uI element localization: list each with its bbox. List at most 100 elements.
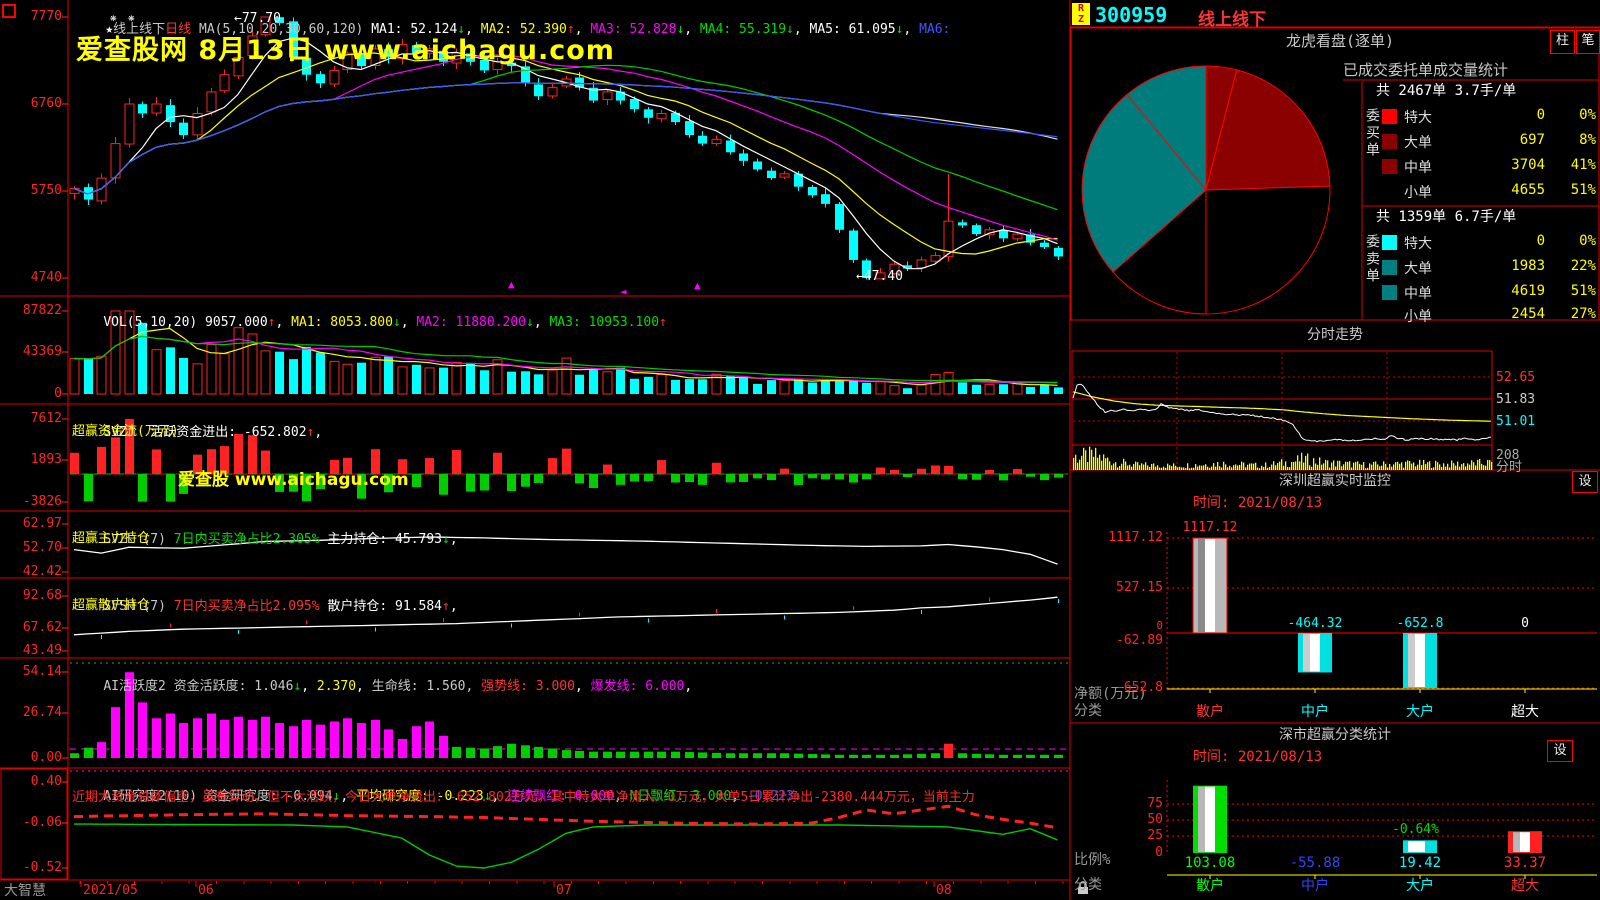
svzl-subtitle: 超赢主力持仓	[72, 531, 151, 546]
date-label: 06	[198, 883, 214, 898]
fs-axis-label: 分时	[1496, 460, 1523, 475]
event-marker-icon: ❋	[128, 11, 135, 24]
order-percent: 0%	[1579, 233, 1596, 249]
fl-unit-label: 比例%	[1074, 852, 1111, 868]
ai2-value: AI研究度2(10) 资金研究度: -0.094	[103, 789, 333, 804]
date-label: 08	[936, 883, 952, 898]
order-percent: 51%	[1570, 182, 1596, 198]
event-marker-icon: ❋	[110, 11, 117, 24]
fl-stats-title: 深市超赢分类统计	[1279, 727, 1391, 743]
date-label: 2021/05	[83, 883, 138, 898]
svsh-header: SVSH (7) 7日内买卖净占比2.095% 散户持仓: 91.584↑,	[72, 580, 457, 629]
ai1-lifeline: 生命线: 1.560,	[371, 679, 482, 694]
svzl-arrow-icon: ↓	[442, 532, 450, 547]
axis-label-svsh: 67.62	[22, 620, 62, 635]
sz-category: 超大	[1511, 704, 1539, 720]
order-size-swatch	[1382, 285, 1397, 300]
sz-settings-button[interactable]: 设	[1572, 471, 1598, 493]
badge-r: R	[1077, 3, 1085, 14]
axis-label-ai1: 54.14	[22, 664, 62, 679]
ma2-arrow-icon: ↑	[566, 22, 575, 37]
sz-category: 大户	[1406, 704, 1434, 720]
fs-axis-label: 52.65	[1496, 370, 1536, 385]
order-size-name: 小单	[1404, 185, 1432, 201]
vol-ma1-arrow-icon: ↓	[392, 315, 401, 330]
sz-bar-value: 1117.12	[1182, 520, 1238, 535]
vol-ma2-arrow-icon: ↓	[525, 315, 534, 330]
fl-extra-label: -0.64%	[1392, 822, 1439, 837]
svzl-name: SVZL (7)	[103, 532, 174, 547]
fl-bar-value: 19.42	[1398, 855, 1442, 871]
sep: ,	[491, 789, 508, 804]
fl-category: 大户	[1406, 878, 1434, 894]
order-count: 1983	[1511, 258, 1545, 274]
buy-side-label: 委买单	[1364, 108, 1380, 159]
sz-time-label: 时间: 2021/08/13	[1193, 495, 1323, 511]
sep: ,	[574, 22, 591, 37]
ai-activity-header: AI活跃度2 资金活跃度: 1.046↓, 2.370, 生命线: 1.560,…	[72, 660, 692, 709]
fl-ytick: 75	[1147, 796, 1163, 811]
axis-label-svsh: 92.68	[22, 588, 62, 603]
ai-research-header: AI研究度2(10) 资金研究度: -0.094↓, 平均研究度: -0.223…	[72, 770, 802, 819]
ma4-arrow-icon: ↓	[786, 22, 794, 37]
ai2-last-arrow-icon: ↓	[793, 789, 802, 804]
star-icon: ★	[105, 22, 114, 37]
indicator-name: 线上线下	[113, 22, 166, 37]
event-marker-icon: ◄	[620, 285, 627, 298]
sep: ,	[684, 679, 693, 694]
sz-category: 散户	[1196, 704, 1224, 720]
vol-arrow-icon: ↑	[267, 315, 276, 330]
axis-label-vol: 0	[54, 386, 62, 401]
order-row-中单: 中单 3704 41%	[1380, 157, 1598, 177]
fl-category: 散户	[1196, 878, 1224, 894]
sz-ytick: -652.8	[1116, 680, 1163, 695]
ma3-arrow-icon: ↓	[676, 22, 685, 37]
sz-cat-label: 分类	[1074, 703, 1102, 719]
sep: ,	[314, 425, 323, 440]
brand-logo: 大智慧	[4, 883, 46, 899]
axis-label-ai1: 0.00	[30, 750, 62, 765]
date-label: 07	[556, 883, 572, 898]
pen-mode-button[interactable]: 笔	[1576, 30, 1600, 54]
ma4-value: MA4: 55.319	[699, 22, 787, 37]
peak-annotation: ←77.70	[234, 11, 281, 26]
ma1-arrow-icon: ↓	[457, 22, 466, 37]
order-row-小单: 小单 2454 27%	[1380, 306, 1598, 326]
order-row-大单: 大单 1983 22%	[1380, 258, 1598, 278]
sell-total: 共 1359单 6.7手/单	[1376, 209, 1517, 225]
fs-axis-label: 51.83	[1496, 392, 1536, 407]
event-marker-icon: ▲	[508, 278, 515, 291]
sep: ,	[533, 315, 550, 330]
ai2-avg-arrow-icon: ↓	[483, 789, 492, 804]
vol-ma3-arrow-icon: ↑	[659, 315, 667, 330]
order-size-swatch	[1382, 184, 1397, 199]
order-row-小单: 小单 4655 51%	[1380, 182, 1598, 202]
fs-axis-label: 208	[1496, 448, 1520, 463]
ma6-value: MA6:	[919, 22, 951, 37]
order-size-swatch	[1382, 260, 1397, 275]
fl-ytick: 25	[1147, 828, 1163, 843]
rz-margin-badge[interactable]: R Z	[1072, 3, 1090, 25]
ai2-streak: 连续飘红: 0.000	[507, 789, 614, 804]
order-size-name: 特大	[1404, 110, 1432, 126]
stock-name[interactable]: 线上线下	[1198, 10, 1266, 30]
period-label[interactable]: 日线	[165, 22, 192, 37]
order-count: 697	[1519, 132, 1545, 148]
order-count: 0	[1536, 233, 1545, 249]
order-size-name: 大单	[1404, 261, 1432, 277]
axis-label-svzj: 1893	[30, 452, 62, 467]
event-marker-icon: ▲	[694, 279, 701, 292]
order-count: 2454	[1511, 306, 1545, 322]
fund-flow-commentary: 近期大资金总体偏空，虽有异动，但不太活跃，今日大单净流出：-652.802万元，…	[72, 790, 975, 805]
sep: ,	[731, 789, 747, 804]
svsh-name: SVSH (7)	[103, 599, 174, 614]
fl-bar-value: 33.37	[1503, 855, 1547, 871]
stock-code[interactable]: 300959	[1095, 3, 1168, 27]
bar-mode-button[interactable]: 柱	[1550, 30, 1575, 54]
sep: ,	[301, 679, 317, 694]
axis-label-main: 4740	[30, 270, 62, 285]
order-size-swatch	[1382, 134, 1397, 149]
fl-settings-button[interactable]: 设	[1547, 740, 1573, 762]
axis-label-main: 5750	[30, 183, 62, 198]
